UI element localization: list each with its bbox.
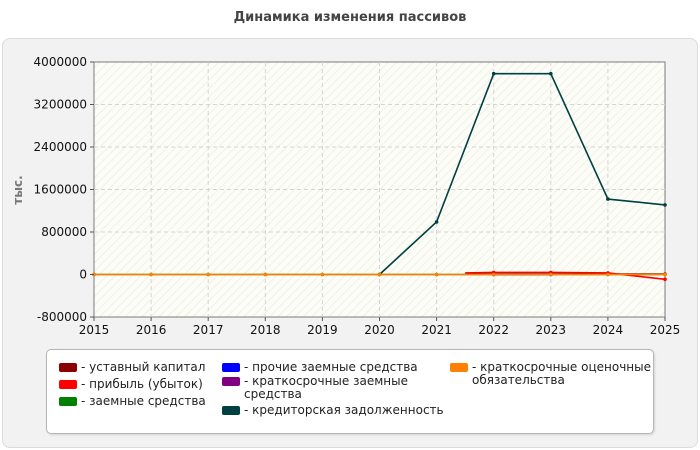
data-point [606,197,610,201]
x-tick-label: 2024 [593,323,624,337]
data-point [149,272,153,277]
y-tick-label: 0 [79,268,87,282]
legend-swatch [59,397,77,406]
y-tick-label: 2400000 [34,140,87,154]
y-tick-label: -800000 [37,310,87,324]
x-tick-label: 2015 [79,323,110,337]
legend-item: - кредиторская задолженность [222,404,444,417]
data-point [491,71,496,76]
data-point [549,272,553,277]
data-point [263,272,268,277]
x-tick-label: 2021 [421,323,452,337]
y-tick-label: 3200000 [34,98,87,112]
y-tick-label: 4000000 [34,55,87,69]
legend-label: - заемные средства [81,394,206,408]
data-point [434,220,439,224]
x-tick-label: 2025 [650,323,681,337]
legend-item: - прибыль (убыток) [59,378,203,391]
legend-item: - прочие заемные средства [222,361,418,374]
x-tick-label: 2018 [250,323,281,337]
chart-title: Динамика изменения пассивов [233,10,467,25]
data-point [663,277,667,282]
legend-swatch [222,406,240,415]
data-point [606,272,610,277]
legend-swatch [59,363,77,372]
x-tick-label: 2016 [136,323,167,337]
legend-label: - краткосрочные оценочные обязательства [472,360,651,387]
x-tick-label: 2017 [193,323,224,337]
data-point [491,272,496,277]
x-tick-label: 2023 [536,323,567,337]
legend-swatch [450,363,468,372]
data-point [377,272,382,277]
y-tick-label: 800000 [41,225,87,239]
data-point [663,272,667,277]
y-axis-label: тыс. [11,175,25,204]
data-point [320,272,325,277]
legend-item: - заемные средства [59,395,206,408]
legend-item: - краткосрочные оценочные обязательства [450,361,651,387]
legend-swatch [222,377,240,386]
x-tick-label: 2022 [478,323,509,337]
series-line [378,72,666,276]
legend-label: - прочие заемные средства [244,360,418,374]
series-layer [92,71,667,282]
data-point [434,272,439,277]
data-point [549,71,553,76]
legend-label: - прибыль (убыток) [81,377,203,391]
legend-item: - краткосрочные заемные средства [222,375,408,401]
data-point [663,203,667,207]
data-point [206,272,210,277]
x-tick-label: 2020 [364,323,395,337]
axes: -800000 0 800000 1600000 2400000 3200000 40000… [34,55,681,337]
legend-label: - уставный капитал [81,360,206,374]
legend: - уставный капитал - прибыль (убыток) - за… [46,349,654,434]
legend-swatch [222,363,240,372]
legend-item: - уставный капитал [59,361,205,374]
legend-swatch [59,380,77,389]
y-tick-label: 1600000 [34,183,87,197]
legend-label: - кредиторская задолженность [244,403,444,417]
legend-label: - краткосрочные заемные средства [244,374,408,401]
x-tick-label: 2019 [307,323,338,337]
